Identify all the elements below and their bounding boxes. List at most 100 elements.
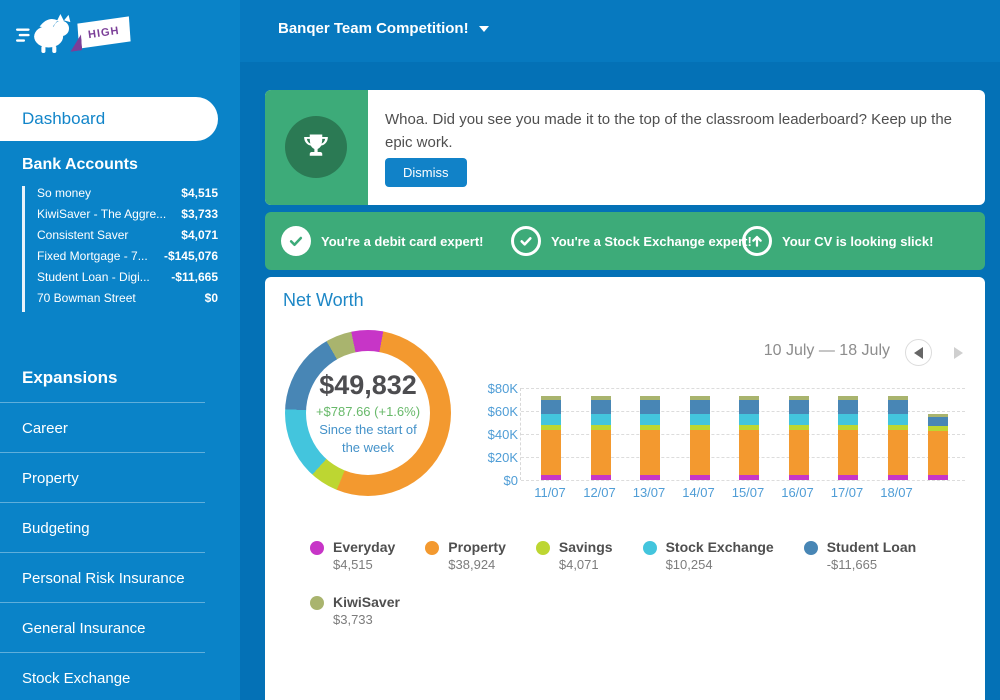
legend-value: -$11,665 [827, 557, 916, 572]
account-balance: $4,071 [181, 228, 218, 242]
trophy-icon [301, 132, 331, 162]
net-worth-donut-center: $49,832 +$787.66 (+1.6%) Since the start… [285, 330, 451, 496]
class-selector-label: Banqer Team Competition! [278, 20, 469, 37]
class-selector-dropdown[interactable]: Banqer Team Competition! [278, 20, 489, 37]
gridline [521, 480, 965, 481]
bar-segment-stock-exchange [690, 414, 710, 426]
bank-account-row[interactable]: So money$4,515 [37, 186, 218, 207]
bar-segment-property [690, 430, 710, 475]
legend-dot [310, 596, 324, 610]
sidebar-item-budgeting[interactable]: Budgeting [0, 503, 240, 553]
arrow-up-icon [749, 233, 765, 249]
bar-segment-everyday [640, 475, 660, 480]
check-icon [287, 232, 305, 250]
stacked-bar[interactable] [789, 396, 809, 480]
net-worth-card: Net Worth $49,832 +$787.66 (+1.6%) Since… [265, 277, 985, 700]
stacked-bar[interactable] [640, 396, 660, 480]
check-filled-icon [281, 226, 311, 256]
stacked-bar[interactable] [928, 414, 948, 480]
bar-segment-property [591, 430, 611, 475]
main-content: Whoa. Did you see you made it to the top… [240, 62, 1000, 700]
bar-segment-stock-exchange [541, 414, 561, 426]
stacked-bar[interactable] [838, 396, 858, 480]
net-worth-change: +$787.66 (+1.6%) [316, 404, 420, 419]
gridline [521, 388, 965, 389]
bank-account-row[interactable]: KiwiSaver - The Aggre... $3,733 [37, 207, 218, 228]
topbar: Banqer Team Competition! [240, 0, 1000, 62]
account-balance: -$11,665 [171, 270, 218, 284]
bar-segment-stock-exchange [591, 414, 611, 426]
bank-account-row[interactable]: Consistent Saver $4,071 [37, 228, 218, 249]
level-badge-label: HIGH [88, 24, 121, 40]
legend-name: Everyday [333, 539, 395, 555]
achievement-text: You're a Stock Exchange expert! [551, 234, 752, 249]
bar-segment-everyday [739, 475, 759, 480]
sidebar-item-property[interactable]: Property [0, 453, 240, 503]
legend-value: $3,733 [333, 612, 400, 627]
bank-account-row[interactable]: Student Loan - Digi...-$11,665 [37, 270, 218, 291]
achievement-text: Your CV is looking slick! [782, 234, 933, 249]
next-week-button[interactable] [944, 339, 971, 366]
bank-account-row[interactable]: Fixed Mortgage - 7...-$145,076 [37, 249, 218, 270]
account-name: KiwiSaver - The Aggre... [37, 207, 166, 221]
notification-message: Whoa. Did you see you made it to the top… [385, 108, 960, 155]
sidebar-item-general-insurance[interactable]: General Insurance [0, 603, 240, 653]
bar-segment-property [541, 430, 561, 475]
legend-dot [643, 541, 657, 555]
bar-segment-everyday [838, 475, 858, 480]
bar-segment-stock-exchange [789, 414, 809, 426]
sidebar-item-career[interactable]: Career [0, 403, 240, 453]
legend-name: Student Loan [827, 539, 916, 555]
y-tick-label: $0 [470, 473, 518, 488]
bar-segment-everyday [888, 475, 908, 480]
expansions-nav: ExpansionsCareerPropertyBudgetingPersona… [0, 353, 240, 700]
bar-segment-property [838, 430, 858, 475]
legend-dot [536, 541, 550, 555]
stacked-bar[interactable] [739, 396, 759, 480]
sidebar-item-personal-risk-insurance[interactable]: Personal Risk Insurance [0, 553, 240, 603]
stacked-bar[interactable] [591, 396, 611, 480]
account-name: Consistent Saver [37, 228, 128, 242]
net-worth-change-caption: Since the start of the week [319, 421, 417, 456]
legend-dot [310, 541, 324, 555]
stacked-bar[interactable] [541, 396, 561, 480]
bank-account-row[interactable]: 70 Bowman Street$0 [37, 291, 218, 312]
bar-segment-stock-exchange [640, 414, 660, 426]
check-outline-icon [511, 226, 541, 256]
legend-item-kiwisaver: KiwiSaver$3,733 [310, 594, 400, 627]
chevron-down-icon [479, 26, 489, 32]
bar-segment-student-loan [690, 400, 710, 413]
legend-item-student-loan: Student Loan -$11,665 [804, 539, 916, 572]
previous-week-button[interactable] [905, 339, 932, 366]
legend-value: $4,071 [559, 557, 613, 572]
bar-segment-everyday [541, 475, 561, 480]
arrow-up-outline-icon [742, 226, 772, 256]
bar-plot[interactable] [520, 388, 965, 480]
chart-legend: Everyday$4,515Property$38,924Savings$4,0… [310, 539, 950, 627]
legend-name: Stock Exchange [666, 539, 774, 555]
dismiss-button[interactable]: Dismiss [385, 158, 467, 187]
legend-name: Savings [559, 539, 613, 555]
banqer-logo[interactable]: HIGH [16, 8, 216, 60]
stacked-bar[interactable] [888, 396, 908, 480]
trophy-badge [285, 116, 347, 178]
dashboard-label: Dashboard [22, 109, 105, 129]
legend-item-savings: Savings $4,071 [536, 539, 613, 572]
sidebar-item-dashboard[interactable]: Dashboard [0, 97, 218, 141]
sidebar-item-stock-exchange[interactable]: Stock Exchange [0, 653, 240, 700]
bar-segment-student-loan [640, 400, 660, 413]
y-tick-label: $60K [470, 404, 518, 419]
bar-segment-student-loan [838, 400, 858, 413]
net-worth-total: $49,832 [319, 370, 417, 401]
bar-segment-everyday [591, 475, 611, 480]
x-tick-label: 18/07 [867, 485, 927, 500]
date-range-label: 10 July — 18 July [705, 342, 890, 360]
bar-segment-stock-exchange [888, 414, 908, 426]
expansions-heading: Expansions [0, 353, 240, 403]
check-icon [518, 233, 534, 249]
account-balance: $3,733 [181, 207, 218, 221]
bar-segment-student-loan [739, 400, 759, 413]
y-tick-label: $80K [470, 381, 518, 396]
bar-segment-everyday [789, 475, 809, 480]
stacked-bar[interactable] [690, 396, 710, 480]
